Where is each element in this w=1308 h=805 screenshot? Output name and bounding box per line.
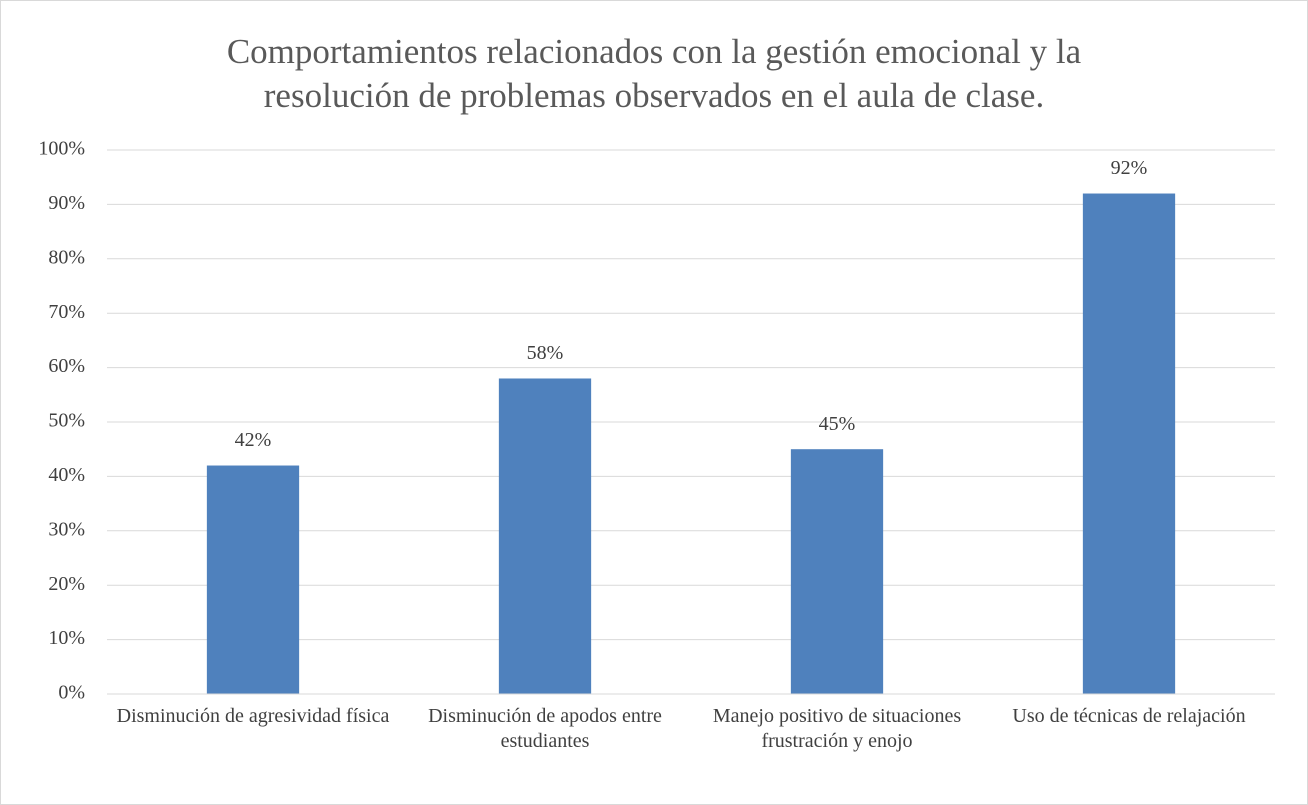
y-tick-label: 70% — [48, 301, 85, 323]
x-tick-label: Disminución de apodos entre estudiantes — [428, 705, 662, 752]
data-label: 58% — [527, 342, 564, 364]
x-tick-label: Disminución de agresividad física — [116, 705, 390, 727]
data-label: 92% — [1111, 157, 1148, 179]
y-tick-label: 10% — [48, 627, 85, 649]
y-tick-label: 30% — [48, 518, 85, 540]
chart-title: Comportamientos relacionados con la gest… — [226, 32, 1082, 115]
y-tick-label: 100% — [38, 138, 85, 160]
y-tick-label: 80% — [48, 246, 85, 268]
y-tick-label: 60% — [48, 355, 85, 377]
bar — [1082, 193, 1176, 694]
y-tick-label: 50% — [48, 410, 85, 432]
y-tick-label: 40% — [48, 464, 85, 486]
y-tick-label: 0% — [58, 682, 85, 704]
x-tick-label: Uso de técnicas de relajación — [1012, 705, 1246, 727]
bar — [790, 449, 884, 694]
y-tick-label: 90% — [48, 192, 85, 214]
data-label: 42% — [235, 429, 272, 451]
x-tick-label: Manejo positivo de situaciones frustraci… — [712, 705, 962, 752]
data-label: 45% — [819, 413, 856, 435]
bar — [498, 378, 592, 694]
bar — [206, 465, 300, 694]
y-tick-label: 20% — [48, 573, 85, 595]
